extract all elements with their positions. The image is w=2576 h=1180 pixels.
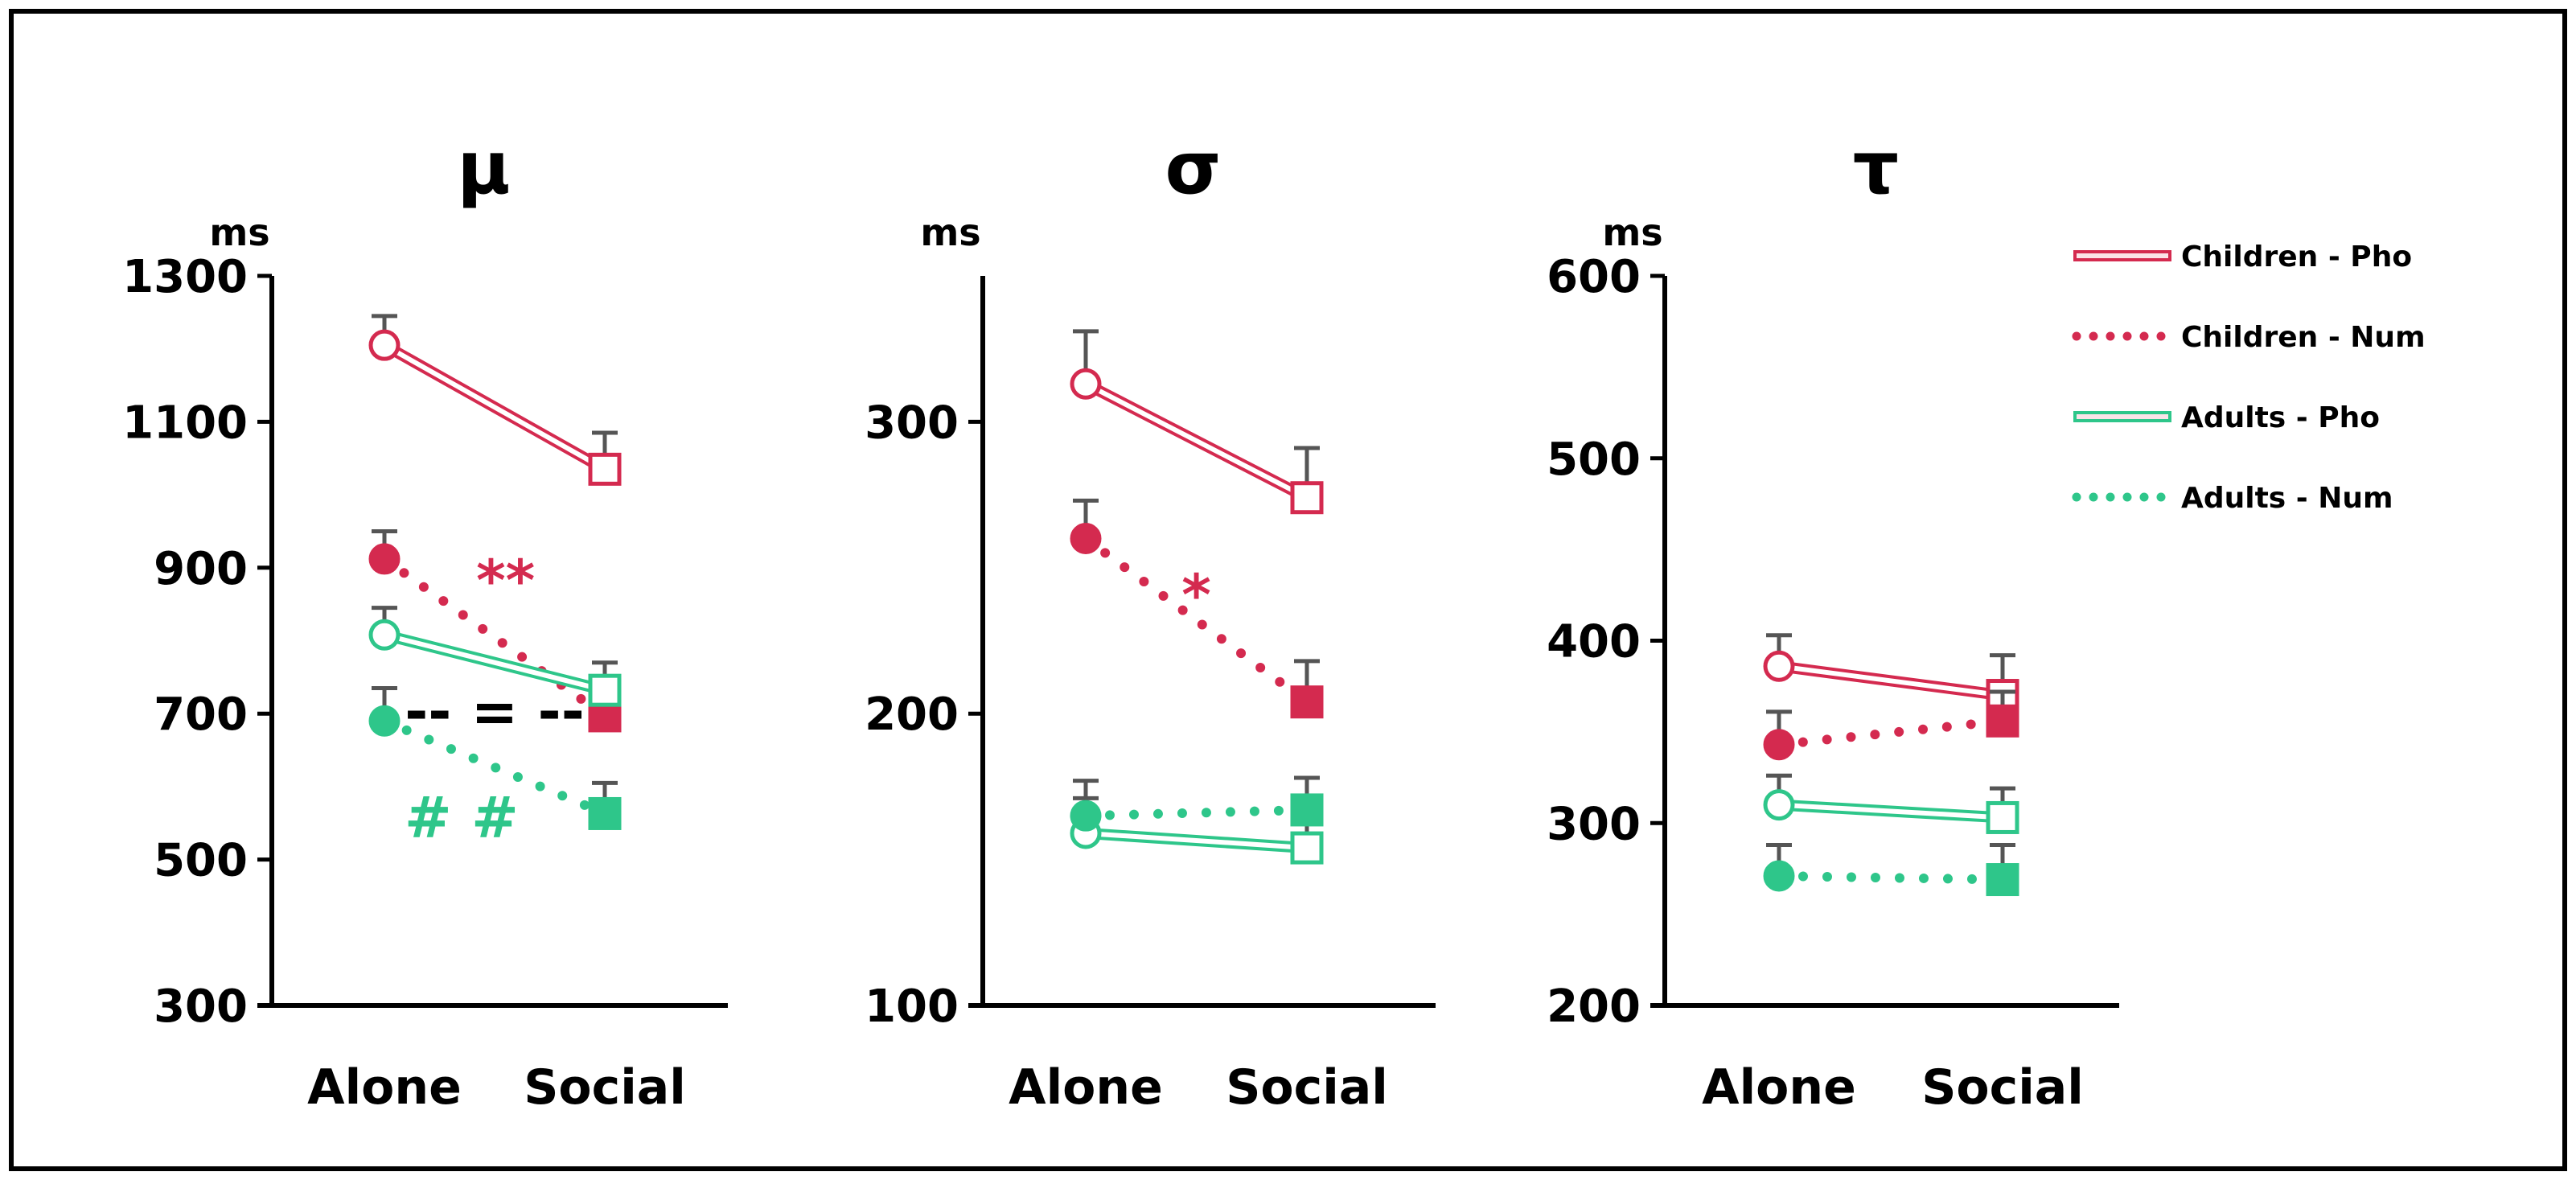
series-children-num	[1763, 689, 2019, 761]
y-tick-label: 300	[154, 981, 248, 1033]
panel-0: μ ms 300 500 700 900 1100 1300 Alone Social ** -- =…	[122, 126, 728, 1116]
panel-2: τ ms 200 300 400 500 600 Alone Social	[1547, 126, 2119, 1116]
y-tick-label: 700	[154, 689, 248, 741]
y-tick-label: 300	[1547, 798, 1641, 850]
data-point	[1070, 800, 1102, 832]
data-point	[1290, 481, 1324, 515]
legend-label: Adults - Pho	[2181, 401, 2380, 434]
legend-entry: Adults - Num	[2072, 482, 2393, 515]
x-tick-label: Social	[524, 1059, 686, 1116]
panel-title: τ	[1853, 126, 1899, 211]
x-tick-label: Social	[1921, 1059, 2084, 1116]
data-point	[1986, 800, 2019, 834]
y-tick-label: 500	[154, 835, 248, 887]
series-adults-num	[368, 685, 622, 830]
series-line-inner	[384, 632, 606, 693]
data-point	[368, 543, 401, 575]
legend-entry: Children - Pho	[2073, 241, 2412, 273]
series-adults-num	[1763, 842, 2019, 897]
series-line-inner	[1084, 381, 1309, 500]
legend-label: Adults - Num	[2181, 482, 2393, 515]
significance-annotation: # #	[405, 785, 519, 851]
data-point	[1986, 704, 2019, 738]
data-point	[1763, 860, 1795, 892]
data-point	[1070, 368, 1102, 400]
legend-entry: Adults - Pho	[2073, 401, 2380, 434]
data-point	[1763, 650, 1795, 682]
data-point	[368, 619, 401, 651]
data-point	[1290, 685, 1324, 719]
y-tick-label: 400	[1547, 616, 1641, 668]
series-children-num	[1070, 498, 1324, 719]
y-tick-label: 1300	[122, 251, 248, 303]
series-line	[380, 716, 610, 819]
legend-label: Children - Pho	[2181, 241, 2412, 273]
legend: Children - Pho Children - Num Adults - Pho…	[2072, 241, 2426, 515]
x-tick-label: Alone	[307, 1059, 462, 1116]
series-adults-pho	[1763, 773, 2019, 834]
y-tick-label: 100	[865, 981, 959, 1033]
series-children-pho	[1070, 329, 1324, 515]
data-point	[588, 796, 622, 830]
data-point	[1290, 831, 1324, 865]
x-tick-label: Alone	[1702, 1059, 1856, 1116]
y-unit-label: ms	[1602, 211, 1662, 254]
series-line	[380, 553, 610, 721]
y-unit-label: ms	[920, 211, 980, 254]
series-line-inner	[1778, 664, 2003, 698]
figure-frame	[9, 9, 2567, 1171]
series-adults-num	[1070, 775, 1324, 832]
y-tick-label: 500	[1547, 434, 1641, 486]
data-point	[1763, 789, 1795, 821]
x-tick-label: Alone	[1009, 1059, 1163, 1116]
series-children-pho	[368, 314, 622, 486]
series-adults-pho	[368, 606, 622, 707]
panel-title: σ	[1165, 126, 1221, 211]
series-line	[1081, 533, 1312, 707]
data-point	[1763, 729, 1795, 761]
series-line-inner	[383, 343, 606, 471]
data-point	[1070, 523, 1102, 555]
significance-annotation: -- = --	[405, 679, 585, 745]
x-tick-label: Social	[1226, 1059, 1388, 1116]
data-point	[588, 673, 622, 707]
series-line-inner	[1085, 830, 1308, 851]
significance-annotation: *	[1181, 562, 1211, 628]
series-line-inner	[1778, 802, 2003, 820]
data-point	[368, 329, 401, 361]
significance-annotation: **	[476, 548, 535, 614]
data-point	[368, 705, 401, 737]
data-point	[588, 452, 622, 486]
legend-entry: Children - Num	[2072, 321, 2426, 354]
data-point	[1290, 793, 1324, 827]
panel-1: σ ms 100 200 300 Alone Social *	[865, 126, 1436, 1116]
y-tick-label: 600	[1547, 251, 1641, 303]
panel-title: μ	[457, 126, 510, 211]
y-tick-label: 200	[865, 689, 959, 741]
y-tick-label: 200	[1547, 981, 1641, 1033]
y-tick-label: 900	[154, 543, 248, 595]
y-tick-label: 1100	[122, 397, 248, 449]
y-unit-label: ms	[209, 211, 269, 254]
y-tick-label: 300	[865, 397, 959, 449]
data-point	[1986, 863, 2019, 897]
legend-label: Children - Num	[2181, 321, 2426, 354]
